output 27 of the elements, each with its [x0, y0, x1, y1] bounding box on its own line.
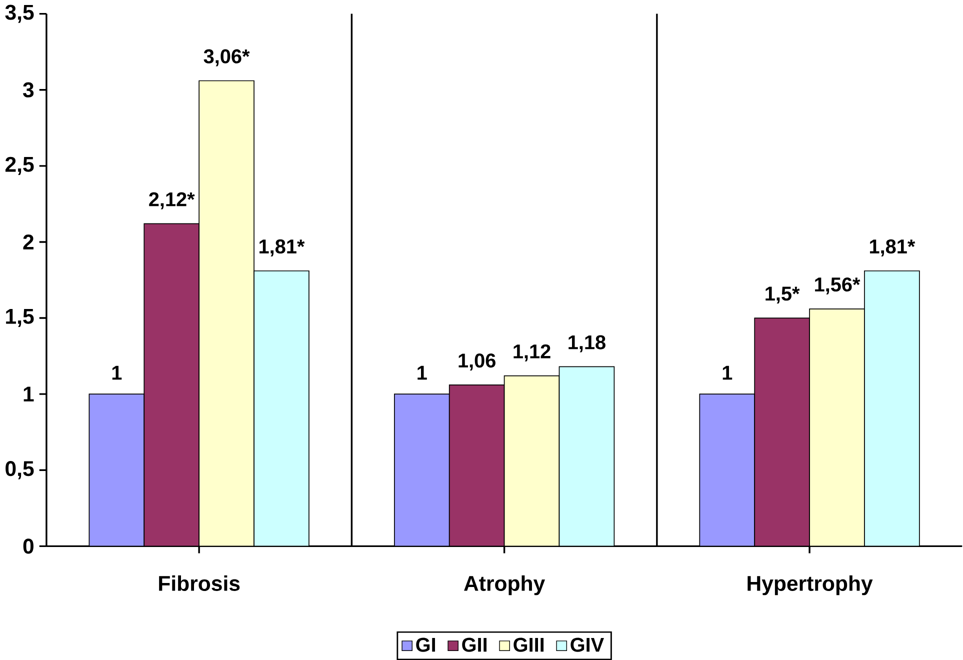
legend-label: GIII — [514, 638, 544, 652]
data-label: 1 — [722, 366, 732, 380]
data-label: 3,06* — [204, 49, 250, 66]
legend-label: GI — [416, 638, 435, 652]
data-label: 1,81* — [260, 239, 305, 256]
data-label: 1,5* — [766, 286, 800, 304]
data-label: 2,12* — [149, 192, 195, 210]
y-tick-label: 2,5 — [5, 156, 34, 175]
data-label: 1,06 — [458, 353, 496, 370]
data-label: 1 — [112, 366, 122, 380]
legend-label: GII — [462, 638, 486, 652]
y-tick-label: 1 — [24, 386, 34, 402]
y-tick-label: 3 — [22, 82, 34, 98]
y-tick-label: 3,5 — [5, 4, 34, 23]
x-tick-label: Fibrosis — [159, 575, 240, 591]
data-label: 1 — [418, 366, 427, 380]
y-tick-label: 0 — [23, 538, 34, 554]
x-tick-label: Atrophy — [464, 575, 546, 596]
data-label: 1,18 — [568, 335, 606, 352]
data-label: 1,12 — [514, 344, 550, 362]
y-tick-label: 1,5 — [6, 308, 34, 327]
y-tick-label: 2 — [23, 234, 34, 250]
x-tick-label: Hypertrophy — [748, 575, 873, 596]
data-label: 1,56* — [815, 277, 860, 294]
legend-label: GIV — [570, 638, 604, 652]
data-label: 1,81* — [870, 239, 916, 256]
y-tick-label: 0,5 — [6, 460, 34, 480]
